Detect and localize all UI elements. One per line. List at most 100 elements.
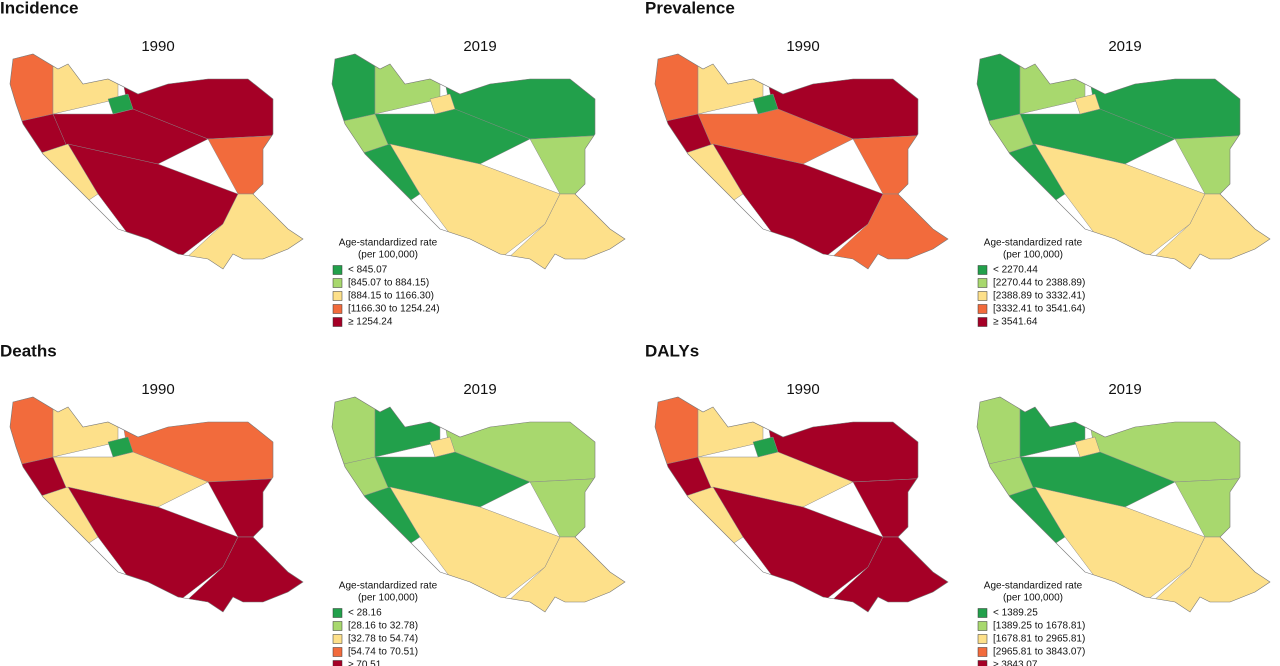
legend-label: < 1389.25 bbox=[993, 608, 1038, 619]
legend-swatch bbox=[977, 660, 988, 666]
legend-label: [32.78 to 54.74) bbox=[348, 634, 418, 645]
panel-title: Prevalence bbox=[645, 0, 735, 17]
legend-subtitle: (per 100,000) bbox=[1003, 593, 1063, 604]
panel-title: Incidence bbox=[0, 0, 78, 17]
province bbox=[852, 476, 948, 538]
legend-label: [1678.81 to 2965.81) bbox=[993, 634, 1085, 645]
panel: Incidence 1990 2019 Age-standardized rate(p… bbox=[0, 0, 626, 328]
province bbox=[10, 54, 54, 125]
legend-label: [845.07 to 884.15) bbox=[348, 278, 429, 289]
province bbox=[107, 93, 134, 115]
legend-label: [884.15 to 1166.30) bbox=[348, 291, 434, 302]
year-label: 2019 bbox=[1108, 381, 1141, 398]
year-label: 1990 bbox=[141, 381, 174, 398]
province bbox=[429, 93, 456, 115]
province bbox=[752, 93, 779, 115]
panel-title: Deaths bbox=[0, 341, 57, 360]
province bbox=[52, 397, 119, 458]
province bbox=[332, 54, 376, 125]
province bbox=[1174, 476, 1270, 538]
province bbox=[10, 397, 54, 468]
province bbox=[1019, 397, 1086, 458]
legend-title: Age-standardized rate bbox=[339, 581, 438, 592]
legend-label: ≥ 3843.07 bbox=[993, 660, 1038, 666]
legend-label: [2270.44 to 2388.89) bbox=[993, 278, 1085, 289]
country-outline bbox=[9, 396, 304, 613]
legend-swatch bbox=[332, 621, 343, 631]
province bbox=[529, 133, 625, 195]
legend-label: [1389.25 to 1678.81) bbox=[993, 621, 1085, 632]
legend-title: Age-standardized rate bbox=[339, 238, 438, 249]
province bbox=[429, 436, 456, 458]
province bbox=[529, 476, 625, 538]
legend-swatch bbox=[332, 304, 343, 314]
map bbox=[654, 396, 949, 613]
province bbox=[697, 54, 764, 115]
country-outline bbox=[9, 53, 304, 270]
legend-label: ≥ 1254.24 bbox=[348, 317, 393, 328]
legend-label: [54.74 to 70.51) bbox=[348, 647, 418, 658]
legend-swatch bbox=[332, 647, 343, 657]
legend-subtitle: (per 100,000) bbox=[1003, 250, 1063, 261]
province bbox=[1074, 436, 1101, 458]
province bbox=[374, 54, 441, 115]
province bbox=[1174, 133, 1270, 195]
legend-label: ≥ 70.51 bbox=[348, 660, 382, 666]
country-outline bbox=[331, 53, 626, 270]
province bbox=[852, 133, 948, 195]
legend-swatch bbox=[977, 621, 988, 631]
province bbox=[977, 54, 1021, 125]
province bbox=[655, 54, 699, 125]
legend-swatch bbox=[977, 304, 988, 314]
legend-swatch bbox=[332, 265, 343, 275]
year-label: 2019 bbox=[463, 38, 496, 55]
legend-label: [1166.30 to 1254.24) bbox=[348, 304, 440, 315]
legend-subtitle: (per 100,000) bbox=[358, 593, 418, 604]
year-label: 1990 bbox=[786, 38, 819, 55]
legend-label: < 845.07 bbox=[348, 265, 388, 276]
map bbox=[9, 396, 304, 613]
year-label: 1990 bbox=[141, 38, 174, 55]
country-outline bbox=[331, 396, 626, 613]
legend-swatch bbox=[977, 278, 988, 288]
legend-swatch bbox=[332, 278, 343, 288]
legend-label: [2965.81 to 3843.07) bbox=[993, 647, 1085, 658]
legend-label: < 2270.44 bbox=[993, 265, 1038, 276]
legend-swatch bbox=[332, 634, 343, 644]
legend-swatch bbox=[977, 265, 988, 275]
province bbox=[977, 397, 1021, 468]
legend-swatch bbox=[977, 291, 988, 301]
map bbox=[9, 53, 304, 270]
legend-label: [3332.41 to 3541.64) bbox=[993, 304, 1085, 315]
panel: Deaths 1990 2019 Age-standardized rate(per … bbox=[0, 341, 626, 666]
legend-label: [28.16 to 32.78) bbox=[348, 621, 418, 632]
year-label: 2019 bbox=[1108, 38, 1141, 55]
province bbox=[207, 133, 303, 195]
country-outline bbox=[654, 396, 949, 613]
province bbox=[374, 397, 441, 458]
year-label: 2019 bbox=[463, 381, 496, 398]
province bbox=[332, 397, 376, 468]
legend-swatch bbox=[977, 608, 988, 618]
province bbox=[697, 397, 764, 458]
legend-swatch bbox=[332, 660, 343, 666]
province bbox=[207, 476, 303, 538]
panel: DALYs 1990 2019 Age-standardized rate(per 1… bbox=[645, 341, 1271, 666]
legend-label: ≥ 3541.64 bbox=[993, 317, 1038, 328]
legend-swatch bbox=[332, 608, 343, 618]
country-outline bbox=[654, 53, 949, 270]
legend-swatch bbox=[977, 634, 988, 644]
legend-subtitle: (per 100,000) bbox=[358, 250, 418, 261]
legend-title: Age-standardized rate bbox=[984, 238, 1083, 249]
year-label: 1990 bbox=[786, 381, 819, 398]
legend-label: < 28.16 bbox=[348, 608, 382, 619]
legend-swatch bbox=[332, 291, 343, 301]
province bbox=[1074, 93, 1101, 115]
legend-label: [2388.89 to 3332.41) bbox=[993, 291, 1085, 302]
legend-title: Age-standardized rate bbox=[984, 581, 1083, 592]
map bbox=[331, 396, 626, 613]
legend-swatch bbox=[332, 317, 343, 327]
province bbox=[655, 397, 699, 468]
country-outline bbox=[976, 396, 1271, 613]
